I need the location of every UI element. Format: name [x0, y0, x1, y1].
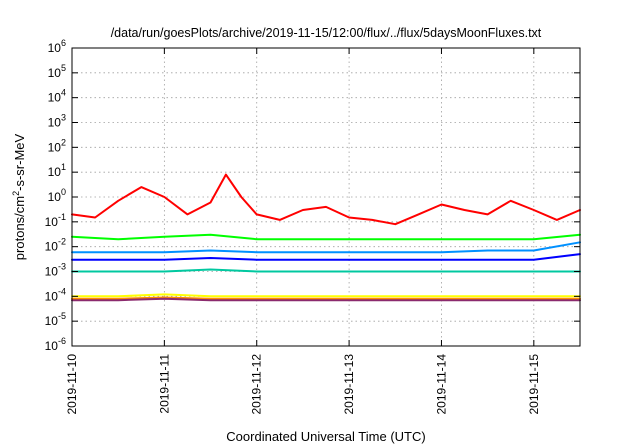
y-tick-exp: 4	[61, 88, 66, 98]
y-tick-exp: 5	[61, 63, 66, 73]
y-tick-label: 106	[48, 38, 66, 55]
y-tick-base: 10	[48, 41, 62, 55]
y-tick-exp: 3	[61, 113, 66, 123]
y-tick-exp: 6	[61, 38, 66, 48]
plot-frame	[71, 47, 581, 347]
x-tick-label: 2019-11-15	[527, 354, 541, 415]
series-line-4	[71, 268, 581, 273]
y-tick-exp: 2	[61, 137, 66, 147]
y-tick-exp: -4	[58, 286, 66, 296]
y-tick-exp: -1	[58, 212, 66, 222]
y-tick-exp: -5	[58, 311, 66, 321]
axis-ticks	[71, 47, 580, 347]
y-tick-base: 10	[48, 116, 62, 130]
y-tick-label: 10-1	[45, 212, 66, 229]
y-tick-label: 10-4	[45, 286, 66, 303]
y-axis-label: protons/cm2-s-sr-MeV	[11, 133, 27, 260]
y-tick-label: 100	[48, 187, 66, 204]
y-tick-label: 104	[48, 88, 66, 105]
y-tick-exp: -2	[58, 237, 66, 247]
y-tick-label: 105	[48, 63, 66, 80]
y-axis-label-suffix: -s-sr-MeV	[12, 133, 27, 190]
y-tick-label: 10-3	[45, 262, 66, 279]
y-tick-exp: 0	[61, 187, 66, 197]
y-tick-base: 10	[48, 190, 62, 204]
series-line-1	[71, 233, 581, 241]
x-axis-label: Coordinated Universal Time (UTC)	[226, 429, 425, 444]
y-tick-base: 10	[45, 265, 59, 279]
series-line-7	[71, 297, 581, 302]
y-tick-label: 103	[48, 113, 66, 130]
x-tick-label: 2019-11-12	[250, 354, 264, 415]
y-tick-label: 102	[48, 137, 66, 154]
y-tick-label: 10-5	[45, 311, 66, 328]
y-tick-base: 10	[48, 140, 62, 154]
y-tick-label: 10-2	[45, 237, 66, 254]
y-tick-labels: 10-610-510-410-310-210-11001011021031041…	[45, 38, 66, 353]
x-tick-labels: 2019-11-10 2019-11-11 2019-11-12 2019-11-13…	[65, 354, 541, 415]
y-tick-base: 10	[48, 66, 62, 80]
y-tick-base: 10	[45, 289, 59, 303]
y-tick-label: 10-6	[45, 336, 66, 353]
y-tick-exp: 1	[61, 162, 66, 172]
series-line-2	[71, 241, 581, 254]
y-tick-label: 101	[48, 162, 66, 179]
y-tick-base: 10	[45, 215, 59, 229]
series-layer	[71, 173, 581, 302]
y-axis-label-sup: 2	[11, 191, 21, 196]
grid	[72, 48, 580, 346]
y-tick-base: 10	[45, 339, 59, 353]
series-line-6	[71, 296, 581, 300]
y-tick-base: 10	[45, 240, 59, 254]
x-tick-label: 2019-11-11	[157, 354, 171, 414]
x-tick-label: 2019-11-10	[65, 354, 79, 415]
y-tick-base: 10	[48, 91, 62, 105]
x-tick-label: 2019-11-14	[434, 354, 448, 415]
y-tick-base: 10	[45, 314, 59, 328]
x-tick-label: 2019-11-13	[342, 354, 356, 415]
series-line-0	[71, 173, 581, 226]
y-tick-exp: -6	[58, 336, 66, 346]
chart-title: /data/run/goesPlots/archive/2019-11-15/1…	[111, 26, 542, 40]
series-line-3	[71, 253, 581, 261]
y-axis-label-prefix: protons/cm	[12, 196, 27, 260]
y-tick-exp: -3	[58, 262, 66, 272]
y-tick-base: 10	[48, 165, 62, 179]
series-line-5	[71, 293, 581, 298]
